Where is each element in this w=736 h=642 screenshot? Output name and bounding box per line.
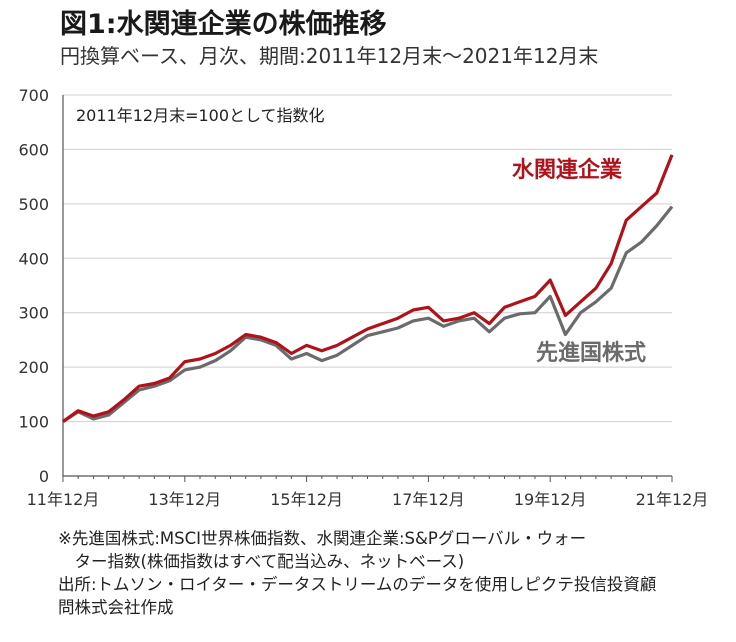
y-tick-label: 400 xyxy=(18,249,49,268)
series-line-developed xyxy=(62,205,674,423)
line-chart: 0 100 200 300 400 500 600 700 11年12月 13年12月 15年12月… xyxy=(18,86,708,509)
chart-subtitle: 円換算ベース、月次、期間:2011年12月末～2021年12月末 xyxy=(60,44,599,68)
x-tick-label: 17年12月 xyxy=(392,490,465,509)
x-tick-label: 21年12月 xyxy=(636,490,709,509)
x-tick-label: 11年12月 xyxy=(27,490,100,509)
chart-title: 図1:水関連企業の株価推移 xyxy=(60,9,387,40)
x-tick-label: 13年12月 xyxy=(148,490,221,509)
axes: 0 100 200 300 400 500 600 700 11年12月 13年12月 15年12月… xyxy=(18,86,708,509)
x-tick-label: 15年12月 xyxy=(270,490,343,509)
series-line-water xyxy=(62,154,674,423)
y-tick-label: 100 xyxy=(18,413,49,432)
series-label-developed: 先進国株式 xyxy=(536,341,646,366)
y-tick-label: 700 xyxy=(18,86,49,105)
series-label-water: 水関連企業 xyxy=(512,157,623,183)
gridlines xyxy=(63,94,672,423)
footnote-source-1: 出所:トムソン・ロイター・データストリームのデータを使用しピクテ投信投資顧 xyxy=(58,575,657,594)
y-tick-label: 0 xyxy=(39,467,49,486)
y-tick-label: 200 xyxy=(18,358,49,377)
y-tick-label: 500 xyxy=(18,195,49,214)
footnotes: ※先進国株式:MSCI世界株価指数、水関連企業:S&Pグローバル・ウォー ター指… xyxy=(58,527,730,619)
series-lines xyxy=(62,154,674,423)
y-tick-label: 300 xyxy=(18,304,49,323)
y-tick-label: 600 xyxy=(18,140,49,159)
footnote-source-2: 問株式会社作成 xyxy=(58,598,174,617)
footnote-definitions-2: ター指数(株価指数はすべて配当込み、ネットベース) xyxy=(58,552,465,571)
x-tick-label: 19年12月 xyxy=(514,490,587,509)
index-annotation: 2011年12月末=100として指数化 xyxy=(76,106,325,125)
footnote-definitions-1: ※先進国株式:MSCI世界株価指数、水関連企業:S&Pグローバル・ウォー xyxy=(58,529,587,548)
